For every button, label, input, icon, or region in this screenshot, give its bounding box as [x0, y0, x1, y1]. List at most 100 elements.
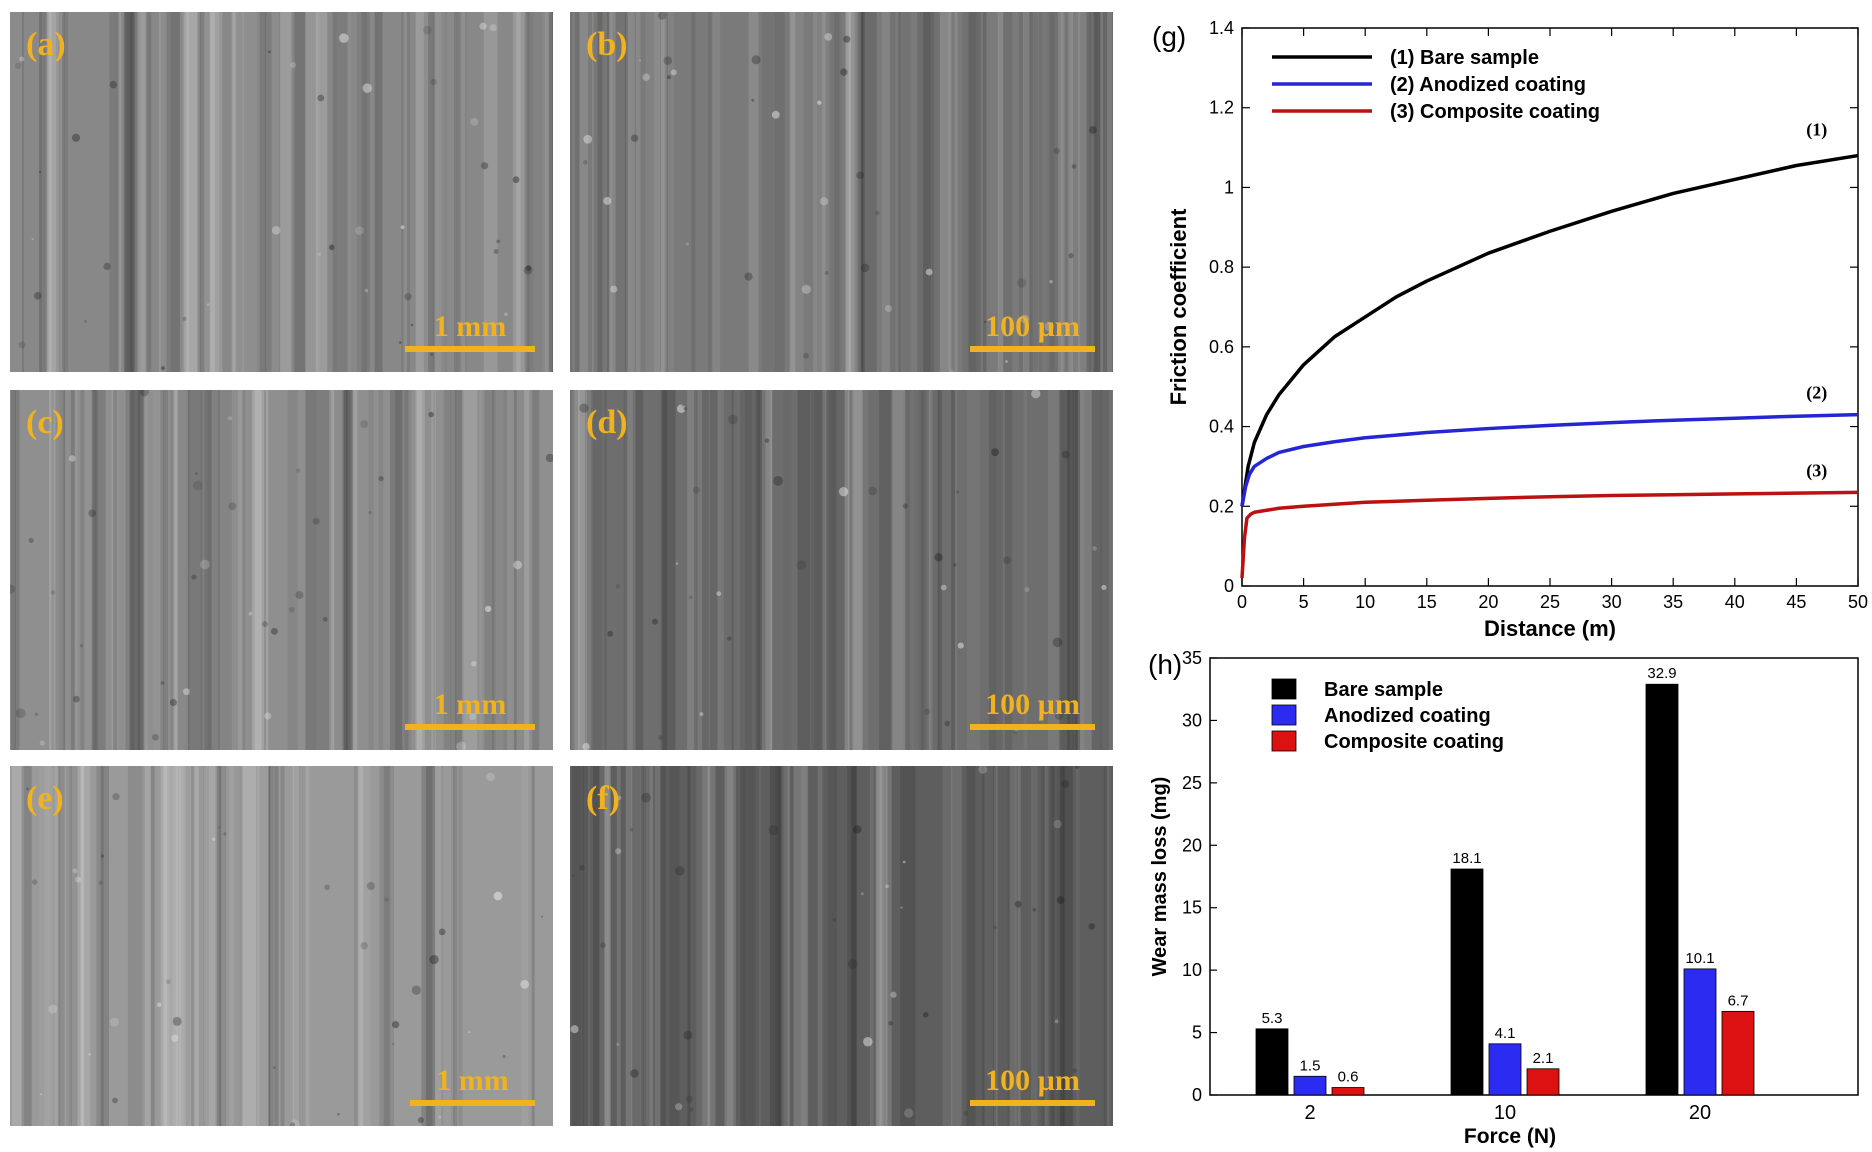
scale-bar: 100 µm: [970, 310, 1095, 352]
scale-bar: 100 µm: [970, 1064, 1095, 1106]
x-tick-label: 10: [1494, 1102, 1516, 1124]
legend-swatch: [1271, 704, 1297, 726]
sem-texture: [571, 390, 1113, 750]
wear-mass-loss-chart: 0 5 10 15 20 25 30 35 2 5.3 1.5 0.6 10 18.1 4.1 2.1 20 32…: [1148, 648, 1859, 1148]
y-tick-label: 1: [1224, 177, 1234, 197]
panel-label: (a): [26, 26, 66, 63]
series-tag: (1): [1806, 120, 1827, 141]
x-tick-label: 50: [1848, 592, 1868, 612]
x-tick-label: 35: [1663, 592, 1683, 612]
scale-bar-label: 100 µm: [985, 310, 1080, 343]
y-tick-label: 25: [1182, 773, 1202, 793]
bar-value-label: 4.1: [1495, 1025, 1516, 1042]
legend-label: Composite coating: [1324, 731, 1504, 753]
bar: [1293, 1075, 1327, 1096]
scale-bar-line: [970, 1100, 1095, 1106]
scale-bar-line: [970, 346, 1095, 352]
legend-label: Anodized coating: [1324, 705, 1491, 727]
legend-label: Bare sample: [1324, 679, 1443, 701]
bar-value-label: 5.3: [1262, 1010, 1283, 1027]
bar-value-label: 1.5: [1300, 1057, 1321, 1074]
scale-bar-label: 1 mm: [436, 1064, 509, 1097]
series-tag: (2): [1806, 383, 1827, 404]
legend-label: (2) Anodized coating: [1390, 74, 1586, 96]
x-tick-label: 2: [1304, 1102, 1315, 1124]
scale-bar-label: 1 mm: [433, 310, 507, 343]
bar: [1526, 1068, 1560, 1096]
y-axis-label: Friction coefficient: [1166, 208, 1191, 405]
legend-label: (1) Bare sample: [1390, 47, 1539, 69]
y-tick-label: 10: [1182, 960, 1202, 980]
bar: [1331, 1087, 1365, 1096]
y-tick-label: 20: [1182, 835, 1202, 855]
friction-coefficient-chart: 0 5 10 15 20 25 30 35 40 45 50 0 0.2 0.4 0.6 0.8 1 1.2 1.4…: [1152, 18, 1868, 641]
x-tick-label: 10: [1355, 592, 1375, 612]
bar: [1645, 683, 1679, 1096]
y-tick-label: 0.4: [1209, 417, 1234, 437]
bar-value-label: 6.7: [1728, 992, 1749, 1009]
bar: [1721, 1010, 1755, 1096]
legend-label: (3) Composite coating: [1390, 101, 1600, 123]
x-tick-label: 5: [1299, 592, 1309, 612]
sem-panel-f: (f) 100 µm: [570, 766, 1113, 1126]
bar: [1683, 968, 1717, 1096]
sem-texture: [10, 390, 553, 750]
y-tick-label: 35: [1182, 648, 1202, 668]
y-tick-label: 1.4: [1209, 18, 1234, 38]
x-tick-label: 20: [1478, 592, 1498, 612]
x-tick-label: 30: [1602, 592, 1622, 612]
scale-bar-label: 1 mm: [433, 688, 507, 721]
bar-value-label: 32.9: [1647, 665, 1676, 682]
bar-value-label: 18.1: [1452, 850, 1481, 867]
sem-panel-c: (c) 1 mm: [10, 390, 553, 750]
x-tick-label: 40: [1725, 592, 1745, 612]
panel-label: (h): [1148, 649, 1182, 680]
panel-label: (g): [1152, 21, 1186, 52]
scale-bar-line: [405, 724, 535, 730]
x-tick-label: 20: [1689, 1102, 1711, 1124]
bar: [1255, 1028, 1289, 1096]
scale-bar-line: [405, 346, 535, 352]
sem-texture: [570, 12, 1113, 372]
bar: [1450, 868, 1484, 1096]
bar-value-label: 2.1: [1533, 1050, 1554, 1067]
y-tick-label: 0.8: [1209, 257, 1234, 277]
y-tick-label: 0.2: [1209, 496, 1234, 516]
x-tick-label: 25: [1540, 592, 1560, 612]
bar-value-label: 0.6: [1338, 1069, 1359, 1086]
series-line: [1240, 153, 1859, 507]
series-line: [1240, 412, 1859, 507]
panel-label: (e): [26, 780, 64, 817]
x-axis-label: Distance (m): [1484, 616, 1616, 641]
y-tick-label: 15: [1182, 898, 1202, 918]
y-tick-label: 0.6: [1209, 337, 1234, 357]
sem-panel-e: (e) 1 mm: [10, 766, 553, 1126]
y-axis-label: Wear mass loss (mg): [1149, 777, 1171, 977]
scale-bar: 1 mm: [405, 688, 535, 730]
scale-bar: 1 mm: [410, 1064, 535, 1106]
panel-label: (c): [26, 404, 64, 441]
series-tag: (3): [1806, 460, 1827, 481]
x-tick-label: 15: [1417, 592, 1437, 612]
sem-panel-b: (b) 100 µm: [570, 12, 1113, 372]
sem-panel-d: (d) 100 µm: [570, 390, 1113, 750]
x-axis-label: Force (N): [1464, 1125, 1556, 1148]
panel-label: (b): [586, 26, 628, 63]
sem-panel-a: (a) 1 mm: [10, 12, 553, 372]
scale-bar-line: [410, 1100, 535, 1106]
legend-swatch: [1271, 678, 1297, 700]
x-tick-label: 45: [1786, 592, 1806, 612]
y-tick-label: 5: [1192, 1023, 1202, 1043]
bar-value-label: 10.1: [1685, 950, 1714, 967]
y-tick-label: 0: [1192, 1085, 1202, 1105]
sem-texture: [10, 12, 553, 372]
plot-frame: [1209, 657, 1859, 1096]
y-tick-label: 1.2: [1209, 98, 1234, 118]
y-tick-label: 30: [1182, 710, 1202, 730]
y-tick-label: 0: [1224, 576, 1234, 596]
scale-bar-label: 100 µm: [985, 1064, 1080, 1097]
panel-label: (f): [586, 780, 620, 817]
legend-swatch: [1271, 730, 1297, 752]
scale-bar: 1 mm: [405, 310, 535, 352]
series-line: [1240, 490, 1859, 579]
